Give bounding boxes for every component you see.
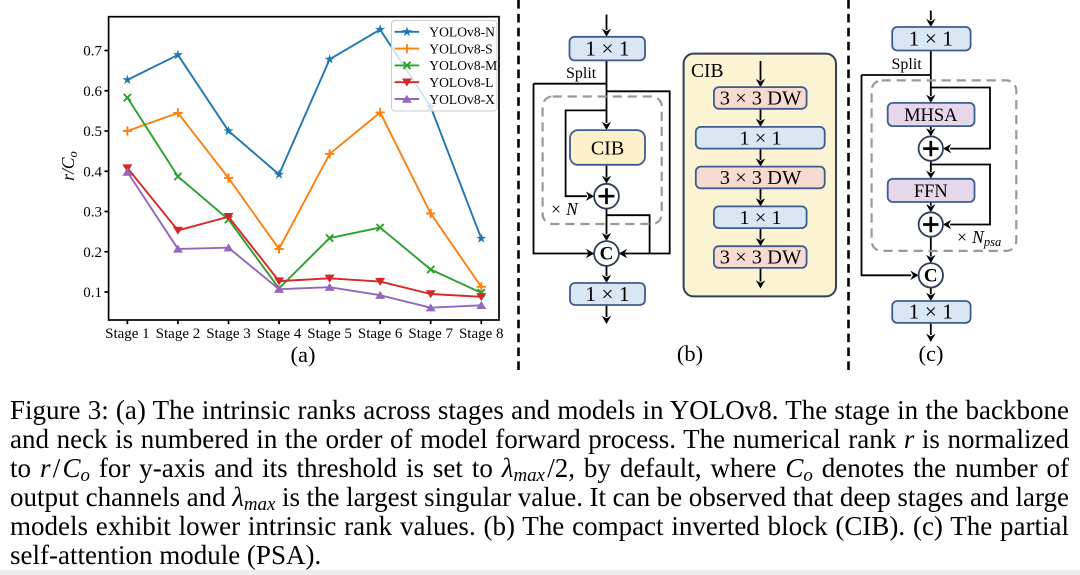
svg-text:FFN: FFN xyxy=(914,182,948,202)
svg-text:1 × 1: 1 × 1 xyxy=(739,207,781,229)
svg-text:0.7: 0.7 xyxy=(83,44,102,60)
svg-text:YOLOv8-N: YOLOv8-N xyxy=(429,25,495,40)
svg-text:YOLOv8-M: YOLOv8-M xyxy=(429,58,497,73)
svg-text:1 × 1: 1 × 1 xyxy=(909,27,953,51)
svg-text:3 × 3 DW: 3 × 3 DW xyxy=(720,88,802,110)
svg-text:(b): (b) xyxy=(677,341,703,366)
svg-text:0.6: 0.6 xyxy=(83,84,102,100)
svg-text:YOLOv8-X: YOLOv8-X xyxy=(429,92,495,107)
svg-text:0.4: 0.4 xyxy=(83,164,102,180)
svg-text:YOLOv8-L: YOLOv8-L xyxy=(429,75,493,90)
svg-text:× Npsa: × Npsa xyxy=(956,227,1001,249)
svg-text:3 × 3 DW: 3 × 3 DW xyxy=(720,247,802,269)
svg-text:Stage 4: Stage 4 xyxy=(257,326,302,342)
svg-text:(a): (a) xyxy=(291,342,316,367)
svg-text:0.5: 0.5 xyxy=(83,124,102,140)
svg-text:Stage 8: Stage 8 xyxy=(459,326,504,342)
svg-text:C: C xyxy=(600,244,614,265)
svg-text:r/Co: r/Co xyxy=(58,151,80,181)
svg-text:3 × 3 DW: 3 × 3 DW xyxy=(720,167,802,189)
svg-text:Stage 5: Stage 5 xyxy=(307,326,352,342)
svg-text:Stage 6: Stage 6 xyxy=(358,326,403,342)
svg-text:1 × 1: 1 × 1 xyxy=(909,300,953,324)
svg-text:Stage 7: Stage 7 xyxy=(408,326,453,342)
svg-text:0.2: 0.2 xyxy=(83,245,102,261)
svg-text:(c): (c) xyxy=(919,341,944,366)
svg-text:YOLOv8-S: YOLOv8-S xyxy=(429,41,492,56)
svg-text:0.1: 0.1 xyxy=(83,285,102,301)
svg-text:0.3: 0.3 xyxy=(83,205,102,221)
svg-text:1 × 1: 1 × 1 xyxy=(739,127,781,149)
svg-text:Split: Split xyxy=(566,65,597,82)
svg-text:1 × 1: 1 × 1 xyxy=(585,282,629,306)
svg-text:CIB: CIB xyxy=(591,137,624,159)
svg-text:× N: × N xyxy=(550,199,579,219)
svg-text:CIB: CIB xyxy=(691,61,724,82)
svg-text:Stage 2: Stage 2 xyxy=(156,326,201,342)
svg-text:Stage 1: Stage 1 xyxy=(105,326,150,342)
svg-text:1 × 1: 1 × 1 xyxy=(585,37,629,61)
svg-text:Stage 3: Stage 3 xyxy=(206,326,251,342)
svg-text:C: C xyxy=(924,265,938,286)
svg-text:MHSA: MHSA xyxy=(904,106,958,126)
svg-text:Split: Split xyxy=(892,56,923,73)
